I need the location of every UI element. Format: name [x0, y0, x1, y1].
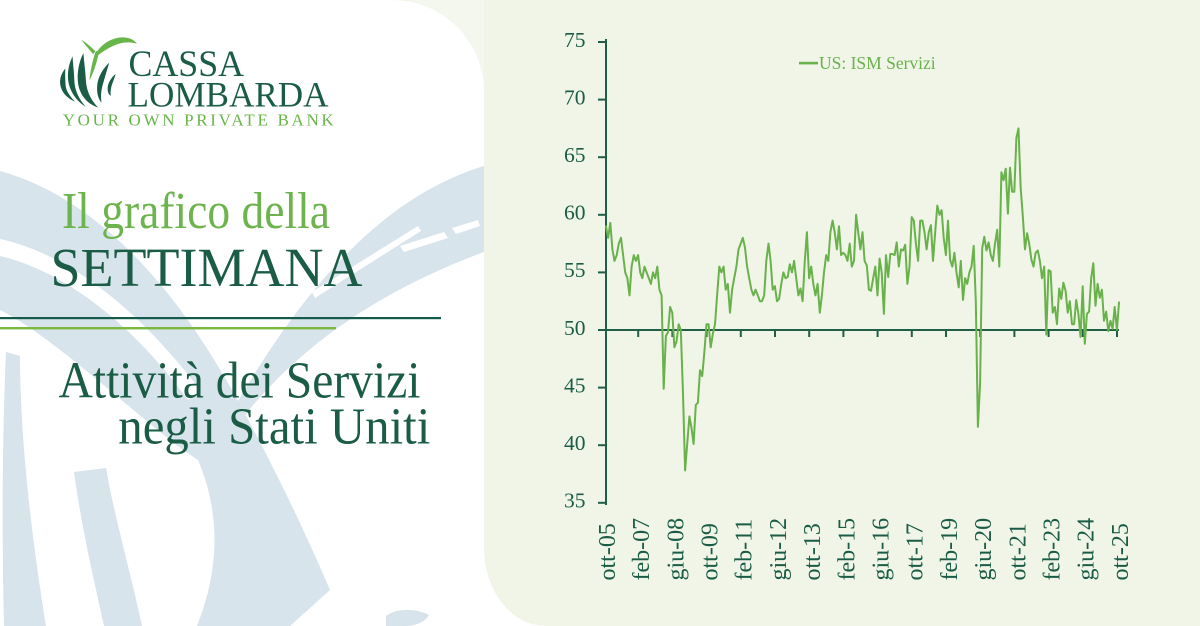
svg-text:feb-07: feb-07 — [629, 518, 655, 581]
svg-text:65: 65 — [564, 143, 586, 167]
svg-text:giu-20: giu-20 — [971, 518, 997, 581]
svg-text:feb-11: feb-11 — [732, 519, 758, 581]
svg-text:negli Stati Uniti: negli Stati Uniti — [118, 399, 430, 456]
svg-text:Il grafico della: Il grafico della — [62, 183, 330, 240]
svg-text:ott-17: ott-17 — [903, 523, 929, 580]
svg-text:feb-15: feb-15 — [834, 518, 860, 581]
svg-text:feb-19: feb-19 — [937, 518, 963, 581]
svg-text:ott-05: ott-05 — [595, 523, 621, 580]
svg-text:ott-13: ott-13 — [800, 523, 826, 580]
svg-text:40: 40 — [564, 431, 586, 455]
svg-text:giu-24: giu-24 — [1074, 518, 1100, 581]
svg-text:YOUR OWN PRIVATE BANK: YOUR OWN PRIVATE BANK — [63, 110, 335, 129]
svg-text:giu-08: giu-08 — [663, 518, 689, 581]
svg-text:60: 60 — [564, 201, 586, 225]
svg-text:35: 35 — [564, 489, 586, 513]
svg-text:giu-12: giu-12 — [766, 518, 792, 581]
svg-text:ott-09: ott-09 — [698, 523, 724, 580]
svg-text:feb-23: feb-23 — [1040, 518, 1066, 581]
svg-text:Attività dei Servizi: Attività dei Servizi — [59, 353, 421, 410]
svg-text:50: 50 — [564, 316, 586, 340]
svg-text:45: 45 — [564, 373, 586, 397]
svg-text:ott-25: ott-25 — [1108, 523, 1134, 580]
svg-text:55: 55 — [564, 258, 586, 282]
svg-text:US: ISM Servizi: US: ISM Servizi — [819, 53, 936, 73]
svg-text:giu-16: giu-16 — [869, 518, 895, 581]
svg-text:LOMBARDA: LOMBARDA — [128, 75, 329, 115]
svg-text:70: 70 — [564, 85, 586, 109]
svg-text:SETTIMANA: SETTIMANA — [51, 237, 363, 298]
svg-text:ott-21: ott-21 — [1005, 523, 1031, 580]
svg-text:75: 75 — [564, 28, 586, 52]
svg-text:CASSA: CASSA — [129, 43, 245, 84]
